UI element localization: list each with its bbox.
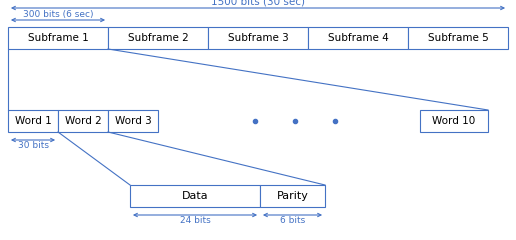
Text: 300 bits (6 sec): 300 bits (6 sec): [23, 10, 93, 19]
Bar: [208, 27, 308, 49]
Bar: [8, 110, 58, 132]
Text: Subframe 2: Subframe 2: [127, 33, 188, 43]
Text: Subframe 1: Subframe 1: [28, 33, 88, 43]
Bar: [408, 27, 508, 49]
Text: Word 1: Word 1: [14, 116, 52, 126]
Text: Word 3: Word 3: [115, 116, 151, 126]
Bar: [108, 27, 208, 49]
Text: 24 bits: 24 bits: [180, 216, 211, 225]
Bar: [58, 110, 108, 132]
Bar: [308, 27, 408, 49]
Bar: [420, 110, 488, 132]
Bar: [260, 185, 325, 207]
Text: Subframe 5: Subframe 5: [428, 33, 488, 43]
Text: Parity: Parity: [277, 191, 309, 201]
Text: Word 2: Word 2: [64, 116, 101, 126]
Bar: [130, 185, 260, 207]
Bar: [108, 110, 158, 132]
Text: 6 bits: 6 bits: [280, 216, 305, 225]
Text: Subframe 4: Subframe 4: [328, 33, 389, 43]
Text: 1500 bits (30 sec): 1500 bits (30 sec): [211, 0, 305, 7]
Text: 30 bits: 30 bits: [18, 141, 49, 150]
Text: Data: Data: [182, 191, 208, 201]
Text: Subframe 3: Subframe 3: [228, 33, 288, 43]
Text: Word 10: Word 10: [432, 116, 476, 126]
Bar: [8, 27, 108, 49]
